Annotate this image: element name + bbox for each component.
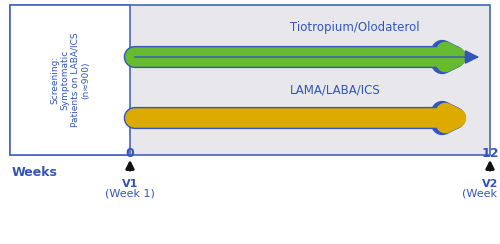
Bar — [10, 5, 490, 155]
Text: LAMA/LABA/ICS: LAMA/LABA/ICS — [290, 83, 381, 96]
Text: Weeks: Weeks — [12, 166, 58, 180]
Text: (Week 12): (Week 12) — [462, 189, 500, 199]
Text: Screening:
Symptomatic
Patients on LABA/ICS
(n≈900): Screening: Symptomatic Patients on LABA/… — [50, 33, 90, 127]
Text: 12: 12 — [481, 147, 499, 160]
Text: 0: 0 — [126, 147, 134, 160]
Text: (Week 1): (Week 1) — [105, 189, 155, 199]
Text: V2: V2 — [482, 179, 498, 189]
Text: V1: V1 — [122, 179, 138, 189]
Text: Tiotropium/Olodaterol: Tiotropium/Olodaterol — [290, 20, 420, 33]
Bar — [10, 5, 130, 155]
